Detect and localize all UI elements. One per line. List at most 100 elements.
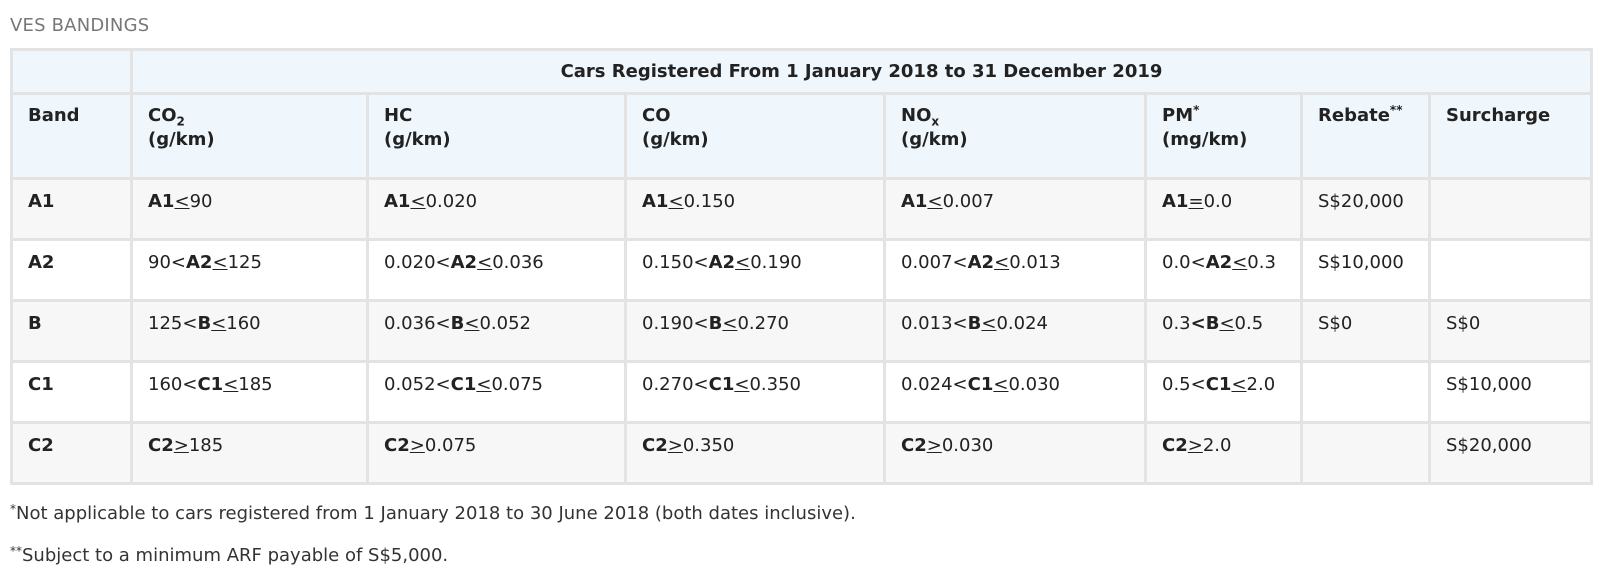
co2-range-op: < bbox=[211, 313, 227, 334]
pm-cell: 0.3<B<0.5 bbox=[1144, 299, 1303, 363]
nox-range-mid: C2 bbox=[901, 435, 927, 456]
co-range-mid: A2 bbox=[708, 252, 736, 273]
co2-range-pre: 90< bbox=[148, 252, 186, 273]
co2-range-pre: 160< bbox=[148, 374, 198, 395]
co-range-op: < bbox=[722, 313, 738, 334]
col-header-hc: HC (g/km) bbox=[366, 92, 627, 180]
pm-range-mid: <B bbox=[1190, 313, 1220, 334]
pm-range-pre: 0.3 bbox=[1162, 313, 1191, 334]
nox-range-post: 0.030 bbox=[1008, 374, 1060, 395]
pm-label: PM bbox=[1162, 105, 1194, 126]
pm-range-post: 0.3 bbox=[1247, 252, 1276, 273]
co2-range-mid: A1 bbox=[148, 191, 175, 212]
pm-footnote-mark: * bbox=[1193, 103, 1200, 117]
pm-range-mid: A1 bbox=[1162, 191, 1189, 212]
hc-range-mid: A2 bbox=[450, 252, 478, 273]
surcharge-cell: S$20,000 bbox=[1428, 421, 1593, 485]
empty-header-cell bbox=[10, 48, 133, 95]
pm-range-pre: 0.0< bbox=[1162, 252, 1206, 273]
co-unit: (g/km) bbox=[642, 129, 709, 150]
nox-range-op: < bbox=[994, 252, 1010, 273]
co-label: CO bbox=[642, 105, 671, 126]
table-row: C2 C2>185 C2>0.075 C2>0.350 C2>0.030 C2>2.0 S$… bbox=[10, 421, 1593, 485]
hc-range-mid: C1 bbox=[450, 374, 477, 395]
pm-range-op: < bbox=[1219, 313, 1235, 334]
hc-unit: (g/km) bbox=[384, 129, 451, 150]
nox-cell: A1<0.007 bbox=[883, 177, 1147, 241]
hc-range-op: < bbox=[477, 252, 493, 273]
table-title: Cars Registered From 1 January 2018 to 3… bbox=[130, 48, 1593, 95]
nox-range-post: 0.007 bbox=[942, 191, 995, 212]
co2-range-post: 160 bbox=[226, 313, 261, 334]
hc-cell: 0.036<B<0.052 bbox=[366, 299, 627, 363]
nox-cell: C2>0.030 bbox=[883, 421, 1147, 485]
rebate-label: Rebate bbox=[1318, 105, 1390, 126]
hc-range-post: 0.020 bbox=[425, 191, 478, 212]
co2-cell: 160<C1<185 bbox=[130, 360, 369, 424]
co2-cell: C2>185 bbox=[130, 421, 369, 485]
hc-range-pre: 0.052< bbox=[384, 374, 451, 395]
hc-range-op: < bbox=[476, 374, 492, 395]
nox-label: NO bbox=[901, 105, 932, 126]
hc-range-pre: 0.020< bbox=[384, 252, 451, 273]
co2-label: CO bbox=[148, 105, 177, 126]
pm-range-mid: C2 bbox=[1162, 435, 1188, 456]
co-range-op: < bbox=[735, 252, 751, 273]
hc-range-post: 0.075 bbox=[424, 435, 477, 456]
co2-range-op: < bbox=[174, 191, 190, 212]
co-range-post: 0.350 bbox=[682, 435, 735, 456]
co-range-mid: B bbox=[708, 313, 723, 334]
co-range-op: < bbox=[668, 191, 684, 212]
co-range-op: > bbox=[667, 435, 683, 456]
hc-range-mid: C2 bbox=[384, 435, 410, 456]
hc-label: HC bbox=[384, 105, 413, 126]
nox-range-pre: 0.013< bbox=[901, 313, 968, 334]
hc-range-op: > bbox=[409, 435, 425, 456]
co-range-mid: C2 bbox=[642, 435, 668, 456]
co-range-post: 0.150 bbox=[683, 191, 736, 212]
co-range-op: < bbox=[734, 374, 750, 395]
rebate-footnote-mark: ** bbox=[1389, 103, 1403, 117]
nox-subscript: x bbox=[931, 114, 940, 129]
surcharge-cell: S$0 bbox=[1428, 299, 1593, 363]
co-range-mid: A1 bbox=[642, 191, 669, 212]
co-cell: 0.150<A2<0.190 bbox=[624, 238, 886, 302]
hc-range-mid: B bbox=[450, 313, 465, 334]
co2-range-mid: B bbox=[197, 313, 212, 334]
nox-range-post: 0.030 bbox=[941, 435, 994, 456]
co-range-post: 0.270 bbox=[737, 313, 789, 334]
co-range-pre: 0.190< bbox=[642, 313, 709, 334]
band-cell: C2 bbox=[10, 421, 133, 485]
co2-range-op: > bbox=[173, 435, 189, 456]
table-title-row: Cars Registered From 1 January 2018 to 3… bbox=[10, 48, 1593, 95]
section-heading: VES BANDINGS bbox=[10, 15, 150, 36]
nox-range-pre: 0.024< bbox=[901, 374, 968, 395]
hc-cell: 0.052<C1<0.075 bbox=[366, 360, 627, 424]
table-row: C1 160<C1<185 0.052<C1<0.075 0.270<C1<0.350… bbox=[10, 360, 1593, 424]
pm-cell: A1=0.0 bbox=[1144, 177, 1303, 241]
pm-range-op: > bbox=[1187, 435, 1203, 456]
pm-range-op: < bbox=[1231, 374, 1247, 395]
nox-unit: (g/km) bbox=[901, 129, 968, 150]
pm-cell: C2>2.0 bbox=[1144, 421, 1303, 485]
co2-range-post: 125 bbox=[227, 252, 262, 273]
co2-cell: A1<90 bbox=[130, 177, 369, 241]
co-cell: C2>0.350 bbox=[624, 421, 886, 485]
co2-cell: 90<A2<125 bbox=[130, 238, 369, 302]
band-cell: C1 bbox=[10, 360, 133, 424]
co2-range-mid: A2 bbox=[186, 252, 213, 273]
co2-range-mid: C1 bbox=[197, 374, 224, 395]
col-header-co2: CO2 (g/km) bbox=[130, 92, 369, 180]
col-header-band: Band bbox=[10, 92, 133, 180]
pm-range-pre: 0.5< bbox=[1162, 374, 1206, 395]
rebate-cell bbox=[1300, 360, 1431, 424]
band-cell: A1 bbox=[10, 177, 133, 241]
co2-cell: 125<B<160 bbox=[130, 299, 369, 363]
co-range-pre: 0.150< bbox=[642, 252, 709, 273]
nox-range-op: < bbox=[981, 313, 997, 334]
footnote-text: Not applicable to cars registered from 1… bbox=[16, 503, 856, 524]
hc-range-op: < bbox=[464, 313, 480, 334]
co-cell: A1<0.150 bbox=[624, 177, 886, 241]
co2-range-post: 90 bbox=[189, 191, 213, 212]
co-range-pre: 0.270< bbox=[642, 374, 709, 395]
